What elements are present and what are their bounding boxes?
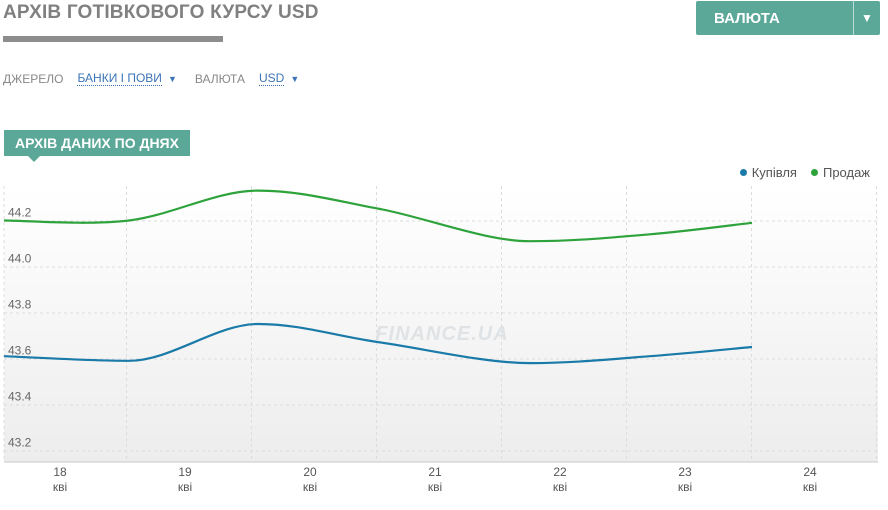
- source-select[interactable]: БАНКИ І ПОВИ: [77, 71, 162, 86]
- title-underline: [3, 36, 223, 42]
- series-line-sell: [3, 189, 753, 243]
- y-tick-label: 44.0: [8, 252, 32, 266]
- series-line-buy: [3, 322, 753, 365]
- legend-item-buy[interactable]: Купівля: [739, 165, 797, 180]
- currency-button-label: ВАЛЮТА: [714, 9, 780, 27]
- x-tick-sublabel: кві: [678, 480, 692, 494]
- source-label: ДЖЕРЕЛО: [3, 71, 64, 86]
- x-tick-sublabel: кві: [553, 480, 567, 494]
- currency-select[interactable]: USD: [259, 71, 285, 86]
- chart-legend: Купівля Продаж: [739, 165, 870, 180]
- y-tick-label: 43.8: [8, 298, 32, 312]
- filter-bar: ДЖЕРЕЛО БАНКИ І ПОВИ ▼ ВАЛЮТА USD ▼: [3, 71, 317, 86]
- x-tick-label: 19: [178, 465, 192, 479]
- x-tick-label: 23: [678, 465, 692, 479]
- y-tick-label: 43.6: [8, 344, 32, 358]
- y-tick-label: 44.2: [8, 206, 32, 220]
- x-tick-label: 22: [553, 465, 567, 479]
- x-tick-label: 24: [803, 465, 817, 479]
- currency-caret-icon[interactable]: ▼: [290, 73, 300, 84]
- legend-item-sell[interactable]: Продаж: [810, 165, 870, 180]
- legend-dot-sell: [810, 169, 818, 176]
- currency-dropdown-button[interactable]: ВАЛЮТА ▼: [696, 1, 880, 35]
- watermark-text: FINANCE.UA: [375, 323, 508, 345]
- x-tick-sublabel: кві: [303, 480, 317, 494]
- section-tab-label: АРХІВ ДАНИХ ПО ДНЯХ: [15, 135, 179, 151]
- y-tick-label: 43.4: [8, 390, 32, 404]
- x-tick-sublabel: кві: [428, 480, 442, 494]
- x-tick-sublabel: кві: [53, 480, 67, 494]
- legend-label-sell: Продаж: [822, 165, 870, 180]
- plot-background: [4, 186, 878, 462]
- y-tick-label: 43.2: [8, 436, 32, 450]
- section-tab-daily-archive[interactable]: АРХІВ ДАНИХ ПО ДНЯХ: [4, 130, 190, 162]
- x-tick-sublabel: кві: [178, 480, 192, 494]
- x-tick-sublabel: кві: [803, 480, 817, 494]
- legend-dot-buy: [739, 169, 747, 176]
- legend-label-buy: Купівля: [751, 165, 797, 180]
- x-tick-label: 18: [53, 465, 67, 479]
- source-caret-icon[interactable]: ▼: [167, 73, 177, 84]
- tab-notch: [28, 156, 40, 162]
- x-tick-label: 21: [428, 465, 442, 479]
- chevron-down-icon: ▼: [853, 1, 880, 35]
- currency-label: ВАЛЮТА: [194, 71, 245, 86]
- page-title: АРХІВ ГОТІВКОВОГО КУРСУ USD: [3, 2, 319, 23]
- x-tick-label: 20: [303, 465, 317, 479]
